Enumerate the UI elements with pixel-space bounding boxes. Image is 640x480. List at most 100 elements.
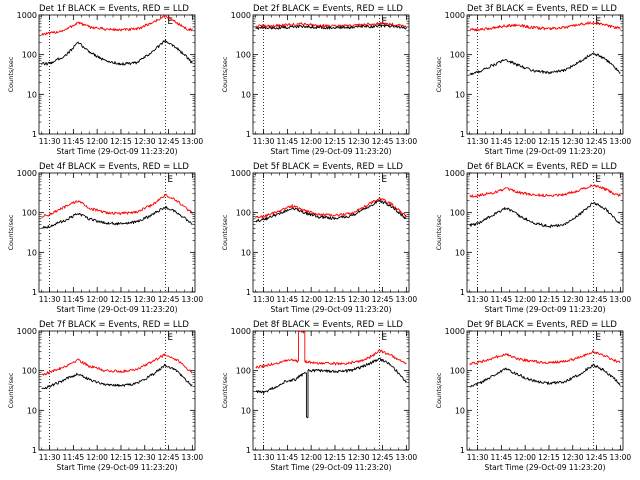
det-9-panel: Det 9f BLACK = Events, RED = LLD 1 10 100 10… bbox=[435, 320, 631, 472]
det-3-x-tick-label: 11:45 bbox=[491, 137, 513, 146]
det-9-y-tick-label: 100 bbox=[450, 367, 465, 376]
det-9-series-lld-line bbox=[469, 350, 621, 366]
det-6-x-tick-label: 12:45 bbox=[586, 295, 608, 304]
det-1-x-tick-label: 12:45 bbox=[158, 137, 180, 146]
det-8-x-axis-label: Start Time (29-Oct-09 11:23:20) bbox=[270, 463, 391, 472]
det-7-series-lld-line bbox=[41, 353, 193, 376]
det-4-y-tick-label: 1000 bbox=[17, 169, 37, 178]
det-2-x-axis-label: Start Time (29-Oct-09 11:23:20) bbox=[270, 147, 391, 156]
det-8-title: Det 8f BLACK = Events, RED = LLD bbox=[253, 320, 403, 330]
det-7-series-events-line bbox=[41, 363, 193, 390]
det-7-x-axis-label: Start Time (29-Oct-09 11:23:20) bbox=[56, 463, 177, 472]
det-6-x-tick-label: 13:00 bbox=[610, 295, 632, 304]
det-7-x-tick-label: 12:15 bbox=[110, 453, 132, 462]
det-2-plot-frame bbox=[252, 14, 410, 135]
det-1-y-tick-label: 1 bbox=[32, 130, 37, 139]
det-8-x-tick-label: 12:00 bbox=[300, 453, 322, 462]
det-5-panel: Det 5f BLACK = Events, RED = LLD 1 10 100 10… bbox=[221, 162, 417, 314]
det-8-series-events-line bbox=[255, 357, 407, 419]
det-5-y-tick-label: 1 bbox=[246, 288, 251, 297]
det-2-marker-label: E bbox=[381, 17, 387, 27]
det-6-title: Det 6f BLACK = Events, RED = LLD bbox=[467, 162, 617, 172]
det-8-y-tick-label: 1 bbox=[246, 446, 251, 455]
det-1-plot-frame bbox=[38, 14, 196, 135]
det-1-series-lld-line bbox=[41, 14, 193, 36]
det-1-x-axis-label: Start Time (29-Oct-09 11:23:20) bbox=[56, 147, 177, 156]
det-8-y-tick-label: 10 bbox=[241, 406, 251, 415]
det-1-y-tick-label: 100 bbox=[22, 51, 37, 60]
det-2-y-tick-label: 1 bbox=[246, 130, 251, 139]
det-5-x-tick-label: 11:30 bbox=[253, 295, 275, 304]
det-5-x-tick-label: 12:15 bbox=[324, 295, 346, 304]
det-3-plot-frame bbox=[466, 14, 624, 135]
det-9-x-tick-label: 11:45 bbox=[491, 453, 513, 462]
det-9-y-tick-label: 10 bbox=[455, 406, 465, 415]
det-2-x-tick-label: 12:45 bbox=[372, 137, 394, 146]
det-2-x-tick-label: 12:30 bbox=[348, 137, 370, 146]
det-4-y-tick-label: 100 bbox=[22, 209, 37, 218]
det-3-series-events-line bbox=[469, 52, 621, 76]
det-1-panel: Det 1f BLACK = Events, RED = LLD 1 10 100 10… bbox=[7, 4, 203, 156]
det-1-x-tick-label: 12:00 bbox=[86, 137, 108, 146]
det-6-x-tick-label: 12:30 bbox=[562, 295, 584, 304]
det-6-series-lld-line bbox=[469, 184, 621, 198]
det-8-x-tick-label: 13:00 bbox=[396, 453, 418, 462]
det-4-marker-label: E bbox=[167, 175, 173, 185]
det-3-x-tick-label: 12:15 bbox=[538, 137, 560, 146]
det-4-x-tick-label: 12:00 bbox=[86, 295, 108, 304]
det-6-x-tick-label: 12:00 bbox=[514, 295, 536, 304]
det-8-x-tick-label: 11:30 bbox=[253, 453, 275, 462]
det-3-x-tick-label: 12:45 bbox=[586, 137, 608, 146]
det-5-y-tick-label: 1000 bbox=[231, 169, 251, 178]
det-1-x-tick-label: 12:30 bbox=[134, 137, 156, 146]
det-8-panel: Det 8f BLACK = Events, RED = LLD 1 10 100 10… bbox=[221, 320, 417, 472]
det-7-y-tick-label: 1000 bbox=[17, 327, 37, 336]
det-5-marker-label: E bbox=[381, 175, 387, 185]
det-6-plot-frame bbox=[466, 172, 624, 293]
det-9-x-tick-label: 12:15 bbox=[538, 453, 560, 462]
det-4-x-tick-label: 11:30 bbox=[39, 295, 61, 304]
det-6-y-tick-label: 1 bbox=[460, 288, 465, 297]
det-7-plot-frame bbox=[38, 330, 196, 451]
det-8-x-tick-label: 12:30 bbox=[348, 453, 370, 462]
det-7-y-tick-label: 10 bbox=[27, 406, 37, 415]
det-8-series-lld-line bbox=[255, 330, 407, 369]
det-3-y-tick-label: 1 bbox=[460, 130, 465, 139]
det-5-x-axis-label: Start Time (29-Oct-09 11:23:20) bbox=[270, 305, 391, 314]
det-9-x-tick-label: 12:45 bbox=[586, 453, 608, 462]
det-2-panel: Det 2f BLACK = Events, RED = LLD 1 10 100 10… bbox=[221, 4, 417, 156]
det-6-y-axis-label: Counts/sec bbox=[435, 214, 443, 250]
det-4-series-events-line bbox=[41, 206, 193, 229]
det-4-y-axis-label: Counts/sec bbox=[7, 214, 15, 250]
det-4-x-tick-label: 12:45 bbox=[158, 295, 180, 304]
det-9-plot-frame bbox=[466, 330, 624, 451]
det-7-x-tick-label: 13:00 bbox=[182, 453, 204, 462]
det-7-x-tick-label: 12:00 bbox=[86, 453, 108, 462]
det-8-y-tick-label: 1000 bbox=[231, 327, 251, 336]
det-7-y-axis-label: Counts/sec bbox=[7, 372, 15, 408]
det-9-y-tick-label: 1 bbox=[460, 446, 465, 455]
det-2-y-tick-label: 1000 bbox=[231, 11, 251, 20]
det-6-x-tick-label: 11:45 bbox=[491, 295, 513, 304]
det-5-title: Det 5f BLACK = Events, RED = LLD bbox=[253, 162, 403, 172]
det-4-title: Det 4f BLACK = Events, RED = LLD bbox=[39, 162, 189, 172]
det-1-y-axis-label: Counts/sec bbox=[7, 56, 15, 92]
det-2-x-tick-label: 11:30 bbox=[253, 137, 275, 146]
det-5-x-tick-label: 12:30 bbox=[348, 295, 370, 304]
det-6-marker-label: E bbox=[595, 175, 601, 185]
det-4-x-tick-label: 13:00 bbox=[182, 295, 204, 304]
det-7-x-tick-label: 12:30 bbox=[134, 453, 156, 462]
det-8-x-tick-label: 12:45 bbox=[372, 453, 394, 462]
det-2-x-tick-label: 12:15 bbox=[324, 137, 346, 146]
det-6-x-tick-label: 11:30 bbox=[467, 295, 489, 304]
det-5-series-lld-line bbox=[255, 197, 407, 219]
det-2-x-tick-label: 13:00 bbox=[396, 137, 418, 146]
det-4-x-tick-label: 12:15 bbox=[110, 295, 132, 304]
det-3-x-tick-label: 12:30 bbox=[562, 137, 584, 146]
det-3-y-tick-label: 100 bbox=[450, 51, 465, 60]
det-6-x-axis-label: Start Time (29-Oct-09 11:23:20) bbox=[484, 305, 605, 314]
det-9-series-events-line bbox=[469, 363, 621, 388]
det-1-x-tick-label: 12:15 bbox=[110, 137, 132, 146]
det-9-x-axis-label: Start Time (29-Oct-09 11:23:20) bbox=[484, 463, 605, 472]
